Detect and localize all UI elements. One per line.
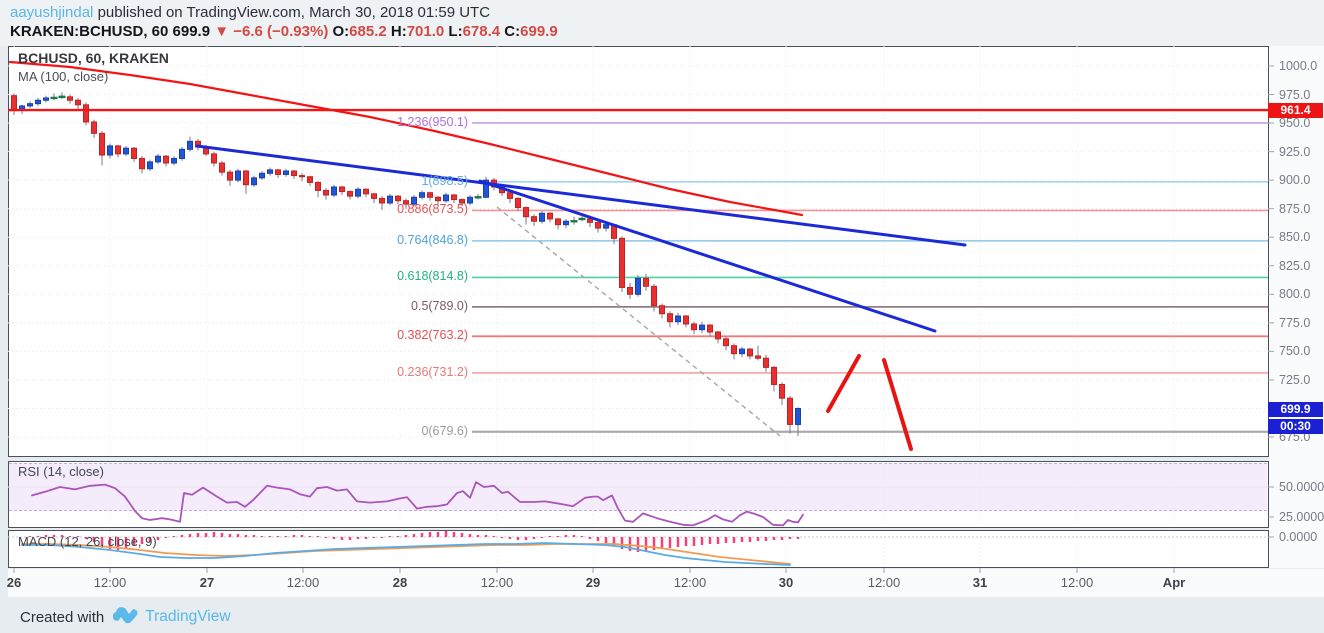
price-axis-label: 900.0 <box>1279 173 1311 188</box>
time-axis-label: 27 <box>199 575 215 590</box>
price-axis-label: 675.0 <box>1279 430 1311 444</box>
high-label: H: <box>386 23 407 40</box>
price-axis-label: 725.0 <box>1279 372 1311 387</box>
rsi-band <box>9 463 1267 511</box>
open-label: O: <box>328 23 350 40</box>
time-axis-label: 30 <box>778 575 794 590</box>
fib-level-label[interactable]: 0.764(846.8) <box>397 232 468 247</box>
price-axis-label: 975.0 <box>1279 87 1311 102</box>
low-value: 678.4 <box>462 23 501 40</box>
main-chart-pane[interactable] <box>8 46 1269 457</box>
footer-attribution: Created with TradingView <box>20 604 231 630</box>
time-axis-label: 12:00 <box>93 575 127 590</box>
price-axis-label: 925.0 <box>1279 144 1311 159</box>
macd-legend[interactable]: MACD (12, 26, close, 9) <box>18 534 157 549</box>
time-axis[interactable] <box>8 569 1324 597</box>
price-axis-label: 775.0 <box>1279 315 1311 330</box>
created-with-text: Created with <box>20 608 105 626</box>
time-axis-label: 28 <box>392 575 408 590</box>
price-axis-label: 825.0 <box>1279 258 1311 273</box>
symbol-name: KRAKEN:BCHUSD, 60 <box>10 23 169 40</box>
time-axis-label: Apr <box>1162 575 1186 590</box>
price-change: −6.6 (−0.93%) <box>229 23 329 40</box>
price-axis-label: 950.0 <box>1279 116 1311 131</box>
fib-level-label[interactable]: 1(898.5) <box>421 173 468 188</box>
fib-level-label[interactable]: 0(679.6) <box>421 423 468 438</box>
open-value: 685.2 <box>349 23 387 40</box>
time-axis-label: 12:00 <box>286 575 320 590</box>
macd-axis-label: 0.0000 <box>1279 530 1318 544</box>
time-axis-label: 12:00 <box>1060 575 1094 590</box>
fib-level-label[interactable]: 1.236(950.1) <box>397 114 468 129</box>
fib-level-label[interactable]: 0.382(763.2) <box>397 328 468 343</box>
author-link[interactable]: aayushjindal <box>10 4 94 21</box>
last-price: 699.9 <box>168 23 215 40</box>
price-badge: 00:30 <box>1268 418 1323 434</box>
close-label: C: <box>500 23 521 40</box>
low-label: L: <box>444 23 463 40</box>
symbol-info-bar: KRAKEN:BCHUSD, 60 699.9 ▼ −6.6 (−0.93%) … <box>10 23 558 40</box>
fib-level-label[interactable]: 0.236(731.2) <box>397 364 468 379</box>
time-axis-label: 12:00 <box>673 575 707 590</box>
change-arrow-icon: ▼ <box>214 23 230 40</box>
time-axis-label: 26 <box>6 575 22 590</box>
publish-info: aayushjindal published on TradingView.co… <box>10 4 490 21</box>
time-axis-label: 31 <box>972 575 988 590</box>
rsi-axis-label: 50.0000 <box>1279 480 1324 494</box>
price-badge: 699.9 <box>1268 401 1323 417</box>
price-axis-label: 800.0 <box>1279 287 1311 302</box>
macd-pane[interactable] <box>8 530 1269 568</box>
time-axis-label: 12:00 <box>480 575 514 590</box>
price-axis-label: 1000.0 <box>1279 59 1318 73</box>
price-axis-label: 750.0 <box>1279 344 1311 359</box>
publish-text: published on TradingView.com, March 30, … <box>93 4 491 21</box>
header-band: aayushjindal published on TradingView.co… <box>0 0 1324 46</box>
close-value: 699.9 <box>520 23 558 40</box>
price-axis-label: 850.0 <box>1279 230 1311 245</box>
chart-legend-title[interactable]: BCHUSD, 60, KRAKEN <box>18 50 169 66</box>
ma-legend[interactable]: MA (100, close) <box>18 69 109 84</box>
tradingview-logo-icon[interactable] <box>112 605 139 630</box>
tradingview-link[interactable]: TradingView <box>145 608 231 625</box>
price-axis-label: 875.0 <box>1279 201 1311 216</box>
time-axis-label: 29 <box>585 575 601 590</box>
price-badge: 961.4 <box>1268 102 1323 118</box>
price-axis[interactable] <box>1269 46 1324 568</box>
fib-level-label[interactable]: 0.5(789.0) <box>411 298 468 313</box>
rsi-axis-label: 25.0000 <box>1279 510 1324 524</box>
fib-level-label[interactable]: 0.886(873.5) <box>397 202 468 217</box>
rsi-legend[interactable]: RSI (14, close) <box>18 464 104 479</box>
time-axis-label: 12:00 <box>867 575 901 590</box>
fib-level-label[interactable]: 0.618(814.8) <box>397 269 468 284</box>
high-value: 701.0 <box>406 23 445 40</box>
